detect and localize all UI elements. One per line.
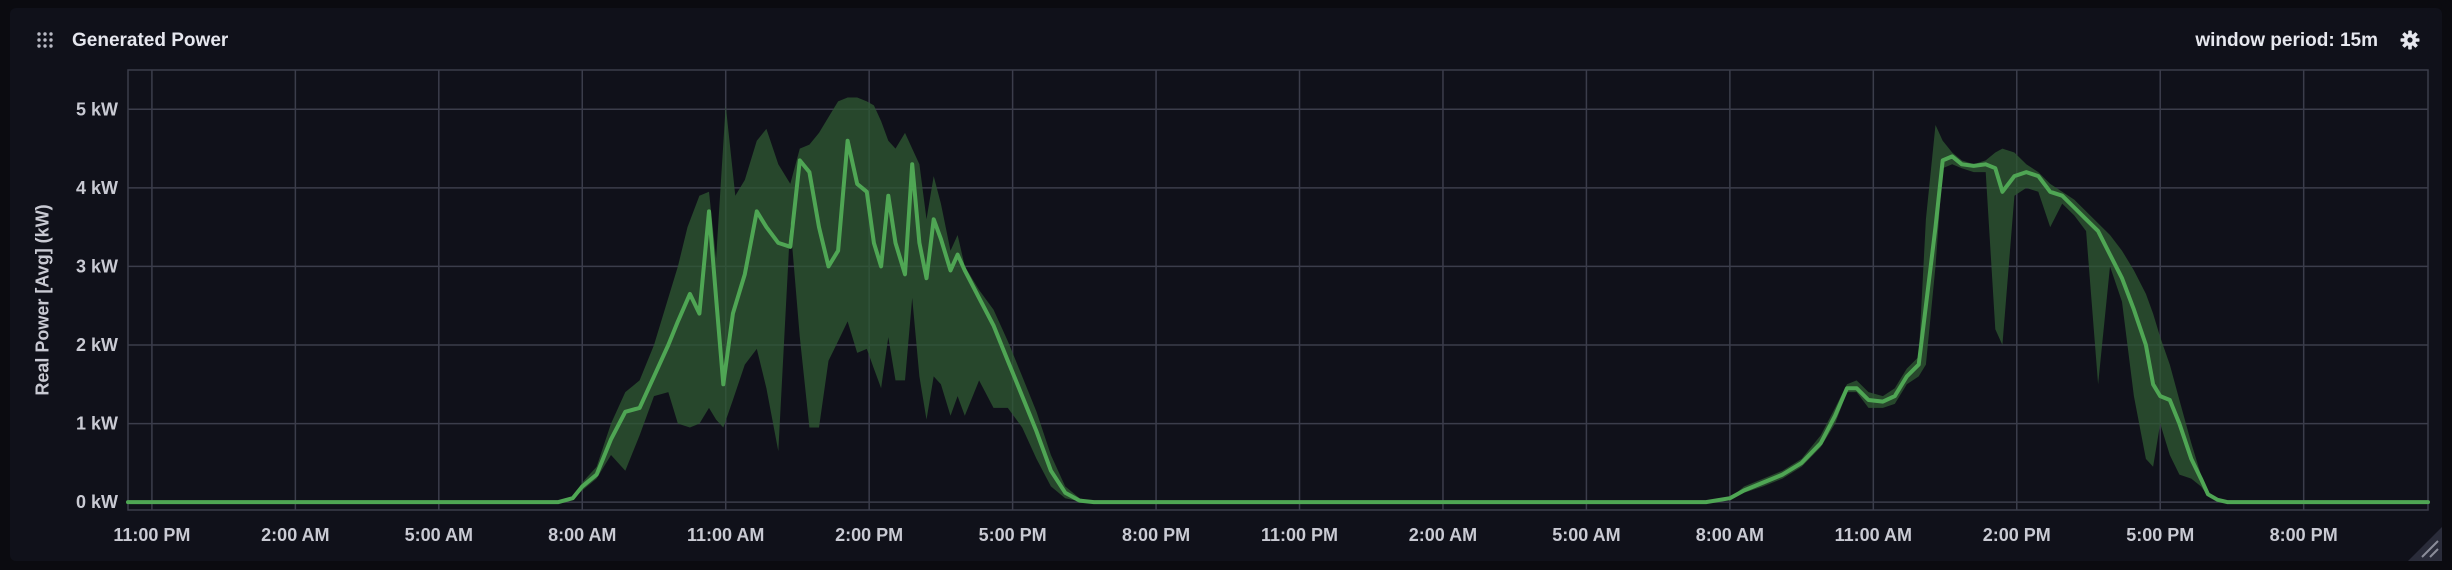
window-period-label: window period: 15m: [2195, 30, 2378, 51]
min-max-band: [128, 97, 2428, 503]
x-tick-label: 5:00 PM: [979, 525, 1047, 545]
x-tick-label: 5:00 PM: [2126, 525, 2194, 545]
x-tick-label: 5:00 AM: [1552, 525, 1620, 545]
y-tick-label: 0 kW: [76, 492, 118, 512]
x-tick-label: 2:00 PM: [835, 525, 903, 545]
y-tick-label: 3 kW: [76, 256, 118, 276]
panel-title: Generated Power: [72, 30, 229, 51]
gear-icon[interactable]: [2400, 30, 2420, 50]
plot-frame: [127, 69, 2429, 511]
x-tick-label: 8:00 AM: [1696, 525, 1764, 545]
x-tick-label: 8:00 PM: [2270, 525, 2338, 545]
x-tick-label: 2:00 AM: [1409, 525, 1477, 545]
mean-power-line: [126, 138, 2430, 505]
resize-handle-icon[interactable]: [2408, 527, 2442, 561]
x-tick-label: 11:00 AM: [1835, 525, 1912, 545]
drag-handle-icon[interactable]: [36, 31, 54, 49]
x-tick-label: 2:00 PM: [1983, 525, 2051, 545]
x-tick-label: 11:00 AM: [687, 525, 764, 545]
x-tick-label: 2:00 AM: [261, 525, 329, 545]
x-tick-label: 8:00 AM: [548, 525, 616, 545]
x-tick-label: 11:00 PM: [113, 525, 190, 545]
y-tick-label: 5 kW: [76, 99, 118, 119]
y-tick-label: 1 kW: [76, 414, 118, 434]
x-tick-label: 8:00 PM: [1122, 525, 1190, 545]
y-tick-label: 2 kW: [76, 335, 118, 355]
y-tick-label: 4 kW: [76, 178, 118, 198]
x-tick-label: 5:00 AM: [405, 525, 473, 545]
x-tick-label: 11:00 PM: [1261, 525, 1338, 545]
chart-panel: Generated Power window period: 15m Real …: [10, 8, 2442, 561]
power-chart[interactable]: 0 kW 1 kW 2 kW 3 kW 4 kW 5 kW 11:00 PM 2:00 AM 5…: [10, 8, 2442, 561]
